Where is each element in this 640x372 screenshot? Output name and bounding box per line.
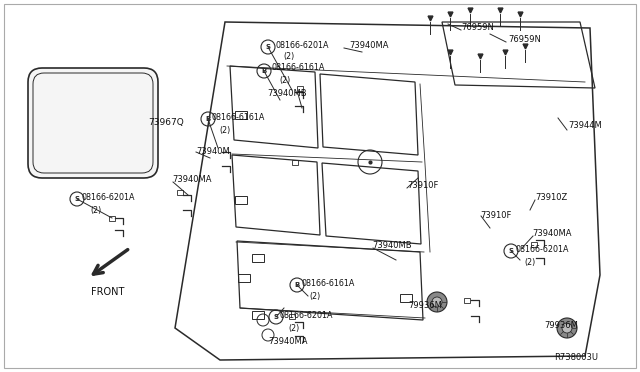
Text: 08166-6201A: 08166-6201A	[516, 246, 570, 254]
Text: 73967Q: 73967Q	[148, 119, 184, 128]
Text: 76959N: 76959N	[508, 35, 541, 45]
Text: 08166-6201A: 08166-6201A	[82, 193, 136, 202]
Bar	[235, 111, 247, 119]
Text: S: S	[273, 314, 278, 320]
Bar	[252, 254, 264, 262]
Text: 08166-6201A: 08166-6201A	[280, 311, 333, 321]
Text: S: S	[266, 44, 271, 50]
Bar	[235, 196, 247, 204]
Text: 73910F: 73910F	[480, 211, 511, 219]
Text: 73910F: 73910F	[407, 182, 438, 190]
Text: 73910Z: 73910Z	[535, 193, 567, 202]
Circle shape	[432, 297, 442, 307]
Text: (2): (2)	[524, 257, 535, 266]
Bar	[400, 294, 412, 302]
Text: FRONT: FRONT	[92, 287, 125, 297]
Circle shape	[562, 323, 572, 333]
Bar	[177, 190, 183, 195]
Circle shape	[557, 318, 577, 338]
Bar	[109, 216, 115, 221]
Text: 73940MA: 73940MA	[268, 337, 307, 346]
Text: 08166-6161A: 08166-6161A	[301, 279, 355, 289]
FancyBboxPatch shape	[28, 68, 158, 178]
Text: B: B	[205, 116, 211, 122]
Bar	[238, 274, 250, 282]
Bar	[297, 86, 303, 91]
Text: R738003U: R738003U	[554, 353, 598, 362]
Bar	[292, 160, 298, 165]
Text: 08166-6201A: 08166-6201A	[275, 41, 328, 49]
Bar	[289, 314, 295, 319]
Text: (2): (2)	[90, 205, 101, 215]
Bar	[531, 242, 537, 247]
Text: S: S	[74, 196, 79, 202]
Text: 73940M: 73940M	[196, 148, 230, 157]
Bar	[252, 311, 264, 319]
Text: 76959N: 76959N	[461, 23, 494, 32]
Text: B: B	[261, 68, 267, 74]
Text: 73944M: 73944M	[568, 122, 602, 131]
Text: (2): (2)	[279, 76, 291, 84]
Text: (2): (2)	[283, 52, 294, 61]
Text: 08166-6161A: 08166-6161A	[271, 64, 324, 73]
Text: S: S	[509, 248, 513, 254]
Text: 73940MB: 73940MB	[372, 241, 412, 250]
Circle shape	[427, 292, 447, 312]
Text: 73940MA: 73940MA	[172, 176, 211, 185]
Bar	[464, 298, 470, 303]
Text: (2): (2)	[288, 324, 300, 333]
Text: B: B	[294, 282, 300, 288]
Text: 73940MA: 73940MA	[349, 42, 388, 51]
Text: (2): (2)	[309, 292, 320, 301]
Text: 79936M: 79936M	[544, 321, 578, 330]
Text: 79936M: 79936M	[408, 301, 442, 311]
Text: 73940MB: 73940MB	[267, 89, 307, 97]
Text: 08166-6161A: 08166-6161A	[211, 113, 264, 122]
Text: (2): (2)	[219, 125, 230, 135]
Text: 73940MA: 73940MA	[532, 228, 572, 237]
